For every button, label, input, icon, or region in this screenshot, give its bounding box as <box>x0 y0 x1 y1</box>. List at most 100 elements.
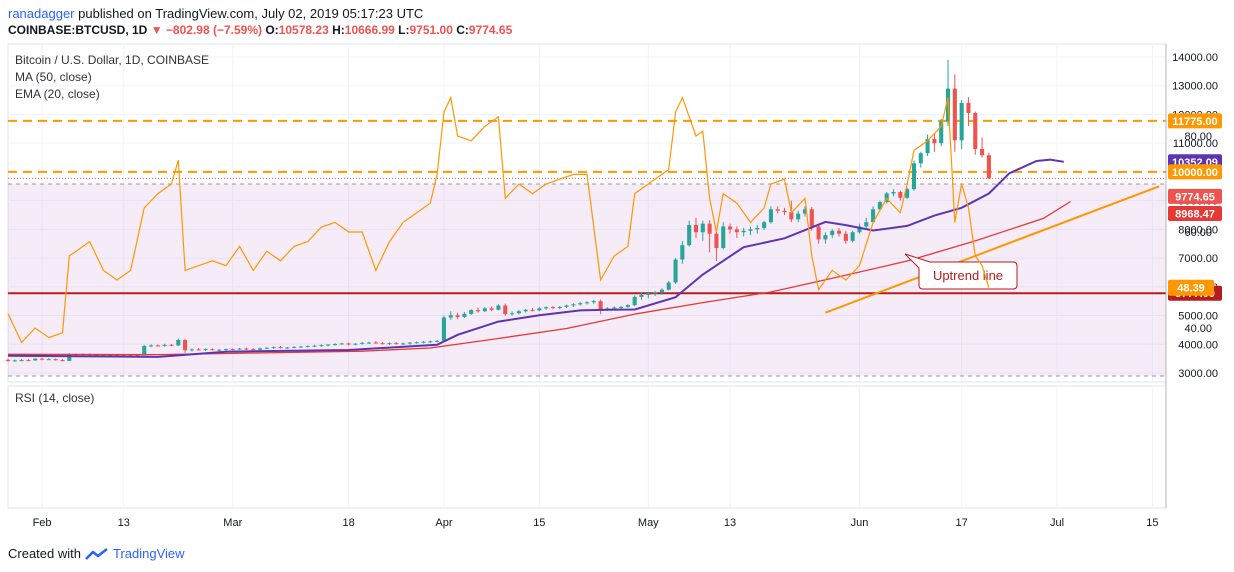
symbol-label: COINBASE:BTCUSD, 1D <box>8 23 148 37</box>
candle-body <box>612 307 617 309</box>
legend-ma: MA (50, close) <box>15 70 92 84</box>
candle-body <box>571 304 576 306</box>
candle-body <box>407 342 412 344</box>
candle-body <box>516 311 521 314</box>
candle-body <box>864 222 869 227</box>
publish-header: ranadagger published on TradingView.com,… <box>8 6 423 21</box>
candle-body <box>285 347 290 349</box>
candle-body <box>728 226 733 230</box>
candle-body <box>353 343 358 345</box>
candle-body <box>659 289 664 293</box>
candle-body <box>891 192 896 194</box>
time-tick-label: Jun <box>851 517 869 529</box>
legend-rsi: RSI (14, close) <box>15 391 95 405</box>
candle-body <box>489 308 494 310</box>
main-legend: Bitcoin / U.S. Dollar, 1D, COINBASE MA (… <box>15 52 209 103</box>
candle-body <box>905 189 910 198</box>
time-tick-label: 17 <box>956 517 968 529</box>
candle-body <box>871 209 876 223</box>
candle-body <box>142 345 147 356</box>
price-chart[interactable]: Uptrend line 3000.004000.005000.006000.0… <box>0 40 1234 540</box>
candle-body <box>401 343 406 345</box>
candle-body <box>19 360 24 362</box>
candle-body <box>510 313 515 315</box>
candle-body <box>980 148 985 156</box>
candle-body <box>469 310 474 314</box>
tradingview-brand-link[interactable]: TradingView <box>112 546 185 561</box>
open-label: O: <box>265 23 279 37</box>
candle-body <box>155 345 160 347</box>
price-tick-label: 7000.00 <box>1178 253 1218 265</box>
candle-body <box>230 349 235 351</box>
candle-body <box>796 213 801 220</box>
candle-body <box>189 349 194 351</box>
rsi-tick-label: 60.00 <box>1184 227 1212 239</box>
candle-body <box>550 307 555 309</box>
candle-body <box>925 138 930 154</box>
time-tick-label: Apr <box>435 517 452 529</box>
candle-body <box>911 163 917 190</box>
price-tag-label: 10000.00 <box>1172 167 1218 179</box>
author-name[interactable]: ranadagger <box>8 6 75 21</box>
candle-body <box>312 345 317 347</box>
candle-body <box>244 348 249 350</box>
candle-body <box>53 359 58 361</box>
candle-body <box>700 223 705 233</box>
candle-body <box>830 230 835 236</box>
time-tick-label: 13 <box>724 517 736 529</box>
candle-body <box>339 343 344 345</box>
tradingview-logo-icon <box>85 547 108 560</box>
candle-body <box>237 348 242 350</box>
candle-body <box>210 349 215 351</box>
candle-body <box>666 282 671 290</box>
candle-body <box>857 226 862 233</box>
candle-body <box>387 343 392 345</box>
candle-body <box>203 349 208 351</box>
candle-body <box>176 339 181 346</box>
candle-body <box>271 347 276 349</box>
candle-body <box>584 302 590 304</box>
rsi-tag-label: 48.39 <box>1177 283 1205 295</box>
candle-body <box>802 209 808 214</box>
rsi-line <box>7 95 990 344</box>
time-tick-label: Jul <box>1050 517 1064 529</box>
candle-body <box>326 344 331 346</box>
candle-body <box>135 355 140 357</box>
price-tag-bg <box>1168 188 1222 204</box>
price-tag-label: 11775.00 <box>1172 116 1217 128</box>
time-tick-label: 13 <box>118 517 130 529</box>
price-tick-label: 4000.00 <box>1178 339 1218 351</box>
candle-body <box>421 341 426 343</box>
candle-body <box>762 222 767 228</box>
uptrend-line <box>825 185 1160 314</box>
candle-body <box>836 230 842 234</box>
candle-body <box>435 340 440 342</box>
candle-body <box>428 341 433 343</box>
price-tick-label: 3000.00 <box>1178 368 1218 380</box>
time-tick-label: Feb <box>33 517 52 529</box>
price-tag-bg <box>1168 164 1222 180</box>
candle-body <box>809 209 814 227</box>
candle-body <box>768 209 773 223</box>
annotation-layer: Uptrend line <box>904 253 1018 290</box>
candle-body <box>598 301 603 310</box>
candle-body <box>496 305 501 310</box>
candle-body <box>843 233 848 241</box>
ma-50-line <box>7 200 1071 356</box>
candle-body <box>60 360 65 362</box>
price-tags: 11775.0010352.0910000.009774.658968.4757… <box>1168 113 1222 301</box>
candle-body <box>687 225 692 246</box>
candle-body <box>394 343 399 345</box>
price-tag-label: 8968.47 <box>1175 209 1215 221</box>
candle-body <box>441 317 446 341</box>
candle-body <box>5 359 11 361</box>
candle-body <box>625 305 630 307</box>
candle-body <box>475 310 481 312</box>
close-label: C: <box>456 23 469 37</box>
price-tick-label: 5000.00 <box>1178 311 1218 323</box>
candle-body <box>149 345 154 347</box>
ohlc-bar: COINBASE:BTCUSD, 1D ▼ −802.98 (−7.59%) O… <box>8 23 512 37</box>
candle-body <box>673 259 678 283</box>
candle-body <box>755 227 760 230</box>
candle-body <box>782 210 787 213</box>
